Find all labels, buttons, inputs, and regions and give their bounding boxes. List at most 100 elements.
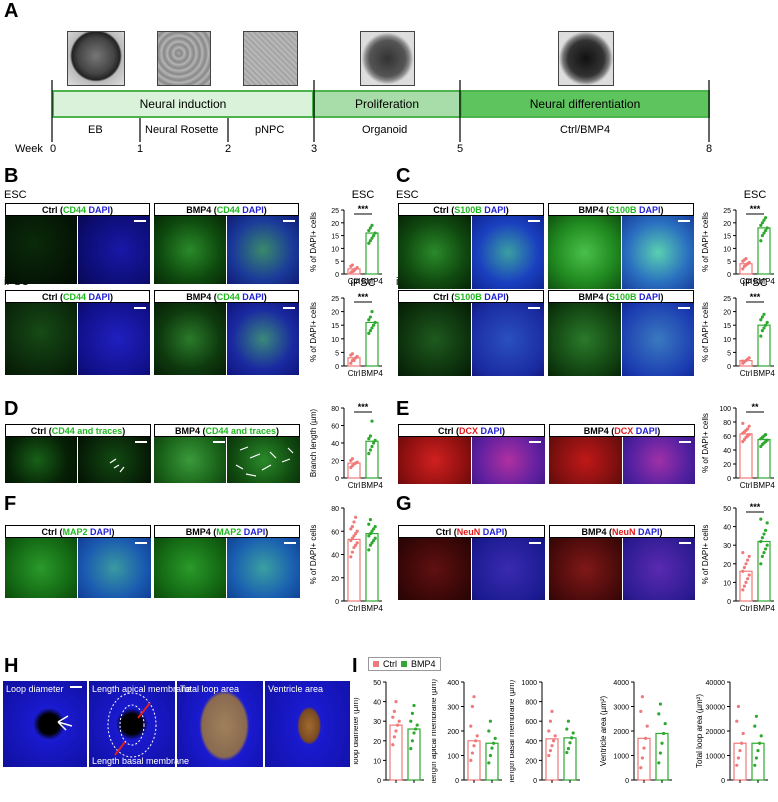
g-ctrl-neun-image bbox=[398, 538, 471, 600]
header-c-esc-bmp4: BMP4 (S100B DAPI) bbox=[548, 203, 694, 216]
point-ctrl bbox=[474, 739, 478, 743]
y-tick-label: 80 bbox=[331, 406, 339, 413]
point-bmp4 bbox=[487, 729, 491, 733]
y-tick-label: 60 bbox=[331, 424, 339, 431]
y-tick-label: 400 bbox=[525, 739, 537, 746]
point-ctrl bbox=[547, 753, 551, 758]
y-axis-label: % of DAPI+ cells bbox=[309, 302, 318, 362]
header-c-ipsc-ctrl: Ctrl (S100B DAPI) bbox=[398, 290, 544, 303]
point-bmp4 bbox=[372, 441, 376, 445]
y-tick-label: 300 bbox=[447, 705, 459, 712]
x-tick-label: Ctrl bbox=[348, 481, 361, 490]
point-bmp4 bbox=[754, 714, 758, 718]
week-5: 5 bbox=[457, 143, 464, 155]
x-tick-label: BMP4 bbox=[753, 369, 775, 378]
point-ctrl bbox=[645, 724, 649, 728]
point-bmp4 bbox=[372, 323, 376, 327]
point-bmp4 bbox=[764, 547, 768, 551]
chart-g: % of DAPI+ cells 0 10 20 30 40 50 Ctrl BMP4 *** bbox=[701, 502, 775, 613]
significance-label: *** bbox=[358, 204, 369, 214]
c-esc-bmp4-s100b-image bbox=[548, 216, 621, 289]
y-axis-label: length apical membrane (µm) bbox=[432, 679, 438, 784]
bar-bmp4 bbox=[407, 728, 421, 781]
point-ctrl bbox=[736, 704, 740, 709]
y-tick-label: 100 bbox=[719, 406, 731, 413]
y-tick-label: 10 bbox=[723, 337, 731, 344]
f-ctrl-map2-image bbox=[5, 538, 77, 598]
point-ctrl bbox=[472, 744, 476, 748]
y-tick-label: 30000 bbox=[706, 705, 726, 712]
point-bmp4 bbox=[660, 741, 664, 745]
point-ctrl bbox=[746, 558, 750, 562]
c-esc-bmp4-merge-image bbox=[622, 216, 694, 289]
point-ctrl bbox=[350, 352, 354, 356]
point-ctrl bbox=[550, 709, 554, 713]
point-bmp4 bbox=[367, 451, 371, 456]
point-ctrl bbox=[397, 719, 401, 723]
point-ctrl bbox=[352, 534, 356, 538]
point-bmp4 bbox=[760, 329, 764, 333]
chart-title: iPSC bbox=[742, 277, 767, 289]
y-tick-label: 50 bbox=[373, 680, 381, 687]
g-ctrl-merge-image bbox=[472, 538, 545, 600]
scale-bar bbox=[283, 307, 295, 309]
y-tick-label: 0 bbox=[335, 364, 339, 371]
point-bmp4 bbox=[490, 746, 494, 750]
row-label-esc-b: ESC bbox=[4, 189, 27, 201]
point-bmp4 bbox=[764, 323, 768, 327]
point-ctrl bbox=[350, 536, 354, 540]
point-ctrl bbox=[746, 577, 750, 581]
h-label-apical: Length apical membrane bbox=[92, 684, 192, 694]
x-tick-label: Ctrl bbox=[740, 481, 753, 490]
point-bmp4 bbox=[753, 724, 757, 728]
scale-bar bbox=[135, 441, 147, 443]
y-tick-label: 20 bbox=[723, 221, 731, 228]
point-bmp4 bbox=[367, 228, 371, 233]
h-label-basal: Length basal membrane bbox=[92, 756, 190, 766]
x-tick-label: Ctrl bbox=[348, 604, 361, 613]
point-ctrl bbox=[349, 555, 353, 559]
point-ctrl bbox=[738, 749, 742, 753]
point-bmp4 bbox=[373, 525, 377, 529]
f-bmp4-map2-image bbox=[154, 538, 226, 598]
y-tick-label: 10 bbox=[373, 758, 381, 765]
point-bmp4 bbox=[759, 318, 763, 322]
c-ipsc-bmp4-merge-image bbox=[622, 303, 694, 376]
point-bmp4 bbox=[373, 536, 377, 540]
scale-bar bbox=[134, 307, 146, 309]
y-tick-label: 40 bbox=[723, 525, 731, 532]
y-tick-label: 200 bbox=[525, 758, 537, 765]
header-b-esc-bmp4: BMP4 (CD44 DAPI) bbox=[154, 203, 299, 216]
point-bmp4 bbox=[370, 541, 374, 545]
y-tick-label: 20 bbox=[331, 576, 339, 583]
chart-b-esc: ESC % of DAPI+ cells 0 5 10 15 20 25 Ctrl BMP4 *** bbox=[309, 189, 383, 286]
point-bmp4 bbox=[759, 562, 763, 566]
point-ctrl bbox=[747, 433, 751, 437]
y-tick-label: 20 bbox=[723, 310, 731, 317]
scale-bar bbox=[135, 542, 147, 544]
point-ctrl bbox=[354, 515, 358, 519]
y-tick-label: 50 bbox=[723, 506, 731, 513]
panel-letter-g: G bbox=[396, 493, 412, 515]
significance-label: *** bbox=[358, 402, 369, 412]
stage-ctrl-bmp4: Ctrl/BMP4 bbox=[560, 124, 611, 136]
point-bmp4 bbox=[372, 538, 376, 543]
point-ctrl bbox=[355, 354, 359, 359]
point-ctrl bbox=[349, 527, 353, 531]
y-axis-label: Total loop area (µm²) bbox=[695, 694, 704, 768]
y-tick-label: 25 bbox=[723, 208, 731, 215]
point-bmp4 bbox=[373, 231, 377, 235]
y-axis-label: % of DAPI+ cells bbox=[701, 525, 710, 585]
point-bmp4 bbox=[367, 241, 371, 245]
scale-bar bbox=[283, 220, 295, 222]
x-tick-label: BMP4 bbox=[753, 277, 775, 286]
y-tick-label: 60 bbox=[331, 529, 339, 536]
point-ctrl bbox=[741, 731, 745, 736]
bar-ctrl bbox=[733, 742, 747, 781]
point-bmp4 bbox=[410, 711, 414, 715]
point-bmp4 bbox=[762, 326, 766, 330]
point-bmp4 bbox=[765, 226, 769, 230]
point-ctrl bbox=[391, 743, 395, 747]
point-ctrl bbox=[469, 758, 473, 762]
panel-letter-a: A bbox=[4, 0, 19, 22]
